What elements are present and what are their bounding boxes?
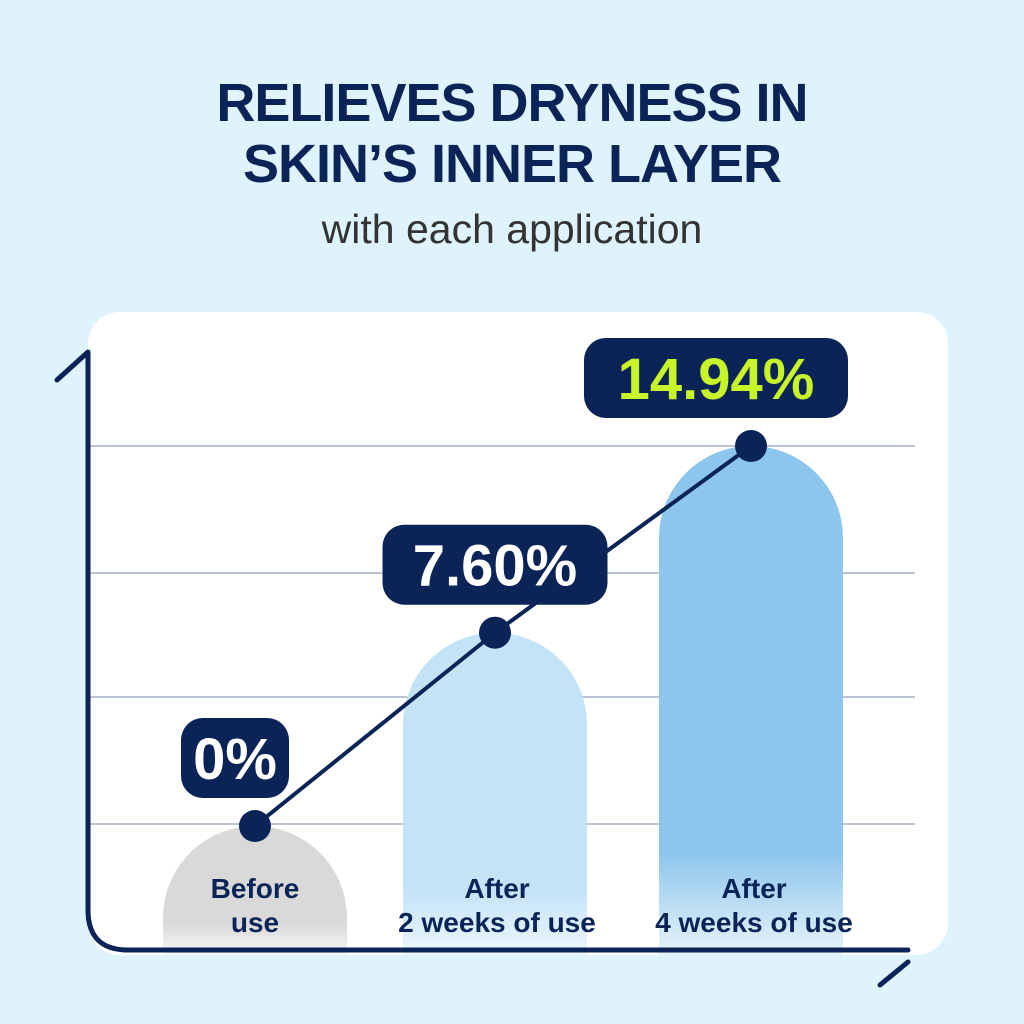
category-label: 2 weeks of use xyxy=(398,907,596,938)
value-label-box xyxy=(181,718,289,798)
category-label: use xyxy=(231,907,279,938)
data-point xyxy=(735,430,767,462)
axes xyxy=(54,349,911,953)
value-label-box xyxy=(382,524,608,605)
value-label: 0% xyxy=(193,727,277,792)
data-point xyxy=(479,616,511,649)
bar xyxy=(163,826,347,955)
bar xyxy=(659,446,843,955)
value-label: 14.94% xyxy=(618,347,815,412)
category-label: After xyxy=(464,873,529,904)
bar xyxy=(403,632,587,955)
value-label-box xyxy=(584,338,848,418)
subtitle: with each application xyxy=(321,206,703,252)
value-label: 7.60% xyxy=(413,534,577,599)
category-label: 4 weeks of use xyxy=(655,907,853,938)
data-point xyxy=(239,810,271,842)
title-line-2: SKIN’S INNER LAYER xyxy=(242,134,782,194)
title-line-1: RELIEVES DRYNESS IN xyxy=(216,73,808,133)
x-axis-arrow xyxy=(877,959,911,988)
category-label: Before xyxy=(211,873,300,904)
category-label: After xyxy=(721,873,786,904)
